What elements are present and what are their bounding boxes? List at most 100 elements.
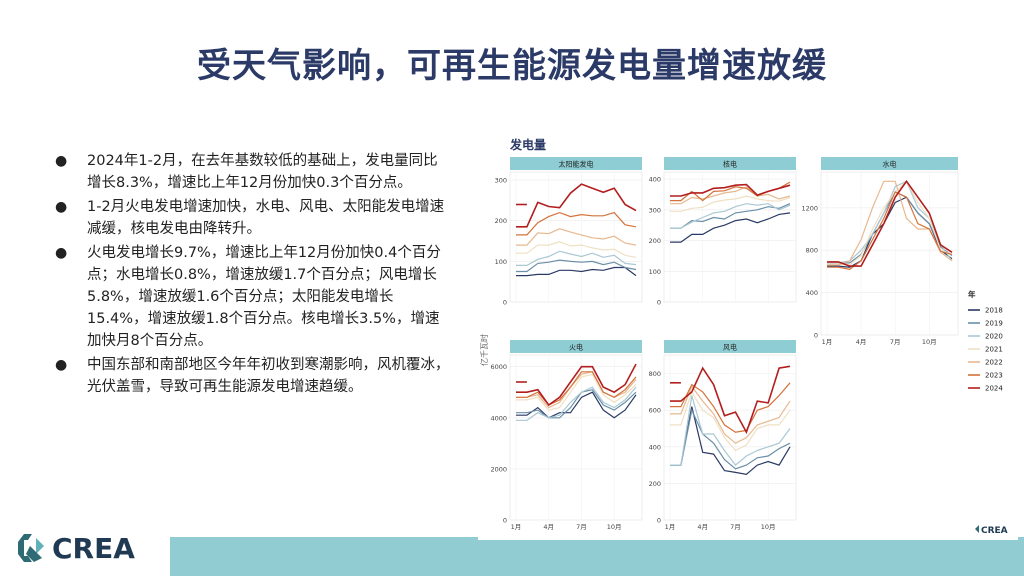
legend-label: 2023 — [985, 372, 1003, 380]
legend-label: 2018 — [985, 307, 1003, 315]
series-line-2019 — [670, 408, 791, 470]
crea-watermark-icon — [975, 525, 979, 533]
facet-strip — [664, 157, 796, 170]
bullet-item: ● 2024年1-2月，在去年基数较低的基础上，发电量同比增长8.3%，增速比上年… — [55, 150, 450, 194]
y-tick-label: 0 — [657, 517, 661, 525]
slide-title: 受天气影响，可再生能源发电量增速放缓 — [197, 46, 827, 86]
bullet-text: 2024年1-2月，在去年基数较低的基础上，发电量同比增长8.3%，增速比上年1… — [87, 153, 438, 191]
crea-logo: CREA — [18, 532, 135, 565]
series-line-2023 — [670, 382, 791, 433]
x-tick-label: 4月 — [543, 523, 554, 531]
series-line-2024 — [670, 365, 791, 435]
bullet-dot: ● — [55, 199, 68, 215]
bullet-text: 1-2月火电发电增速加快，水电、风电、太阳能发电增速减缓，核电发电由降转升。 — [87, 199, 445, 237]
facet-strip — [821, 157, 958, 170]
series-line-2020 — [670, 203, 791, 229]
series-line-2018 — [516, 391, 637, 419]
series-line-2023 — [516, 211, 637, 236]
facet-panel — [509, 171, 643, 303]
y-tick-label: 4000 — [490, 414, 507, 422]
facet-title: 太阳能发电 — [559, 160, 594, 169]
y-tick-label: 0 — [814, 332, 818, 340]
y-tick-label: 400 — [649, 443, 661, 451]
facet-title: 风电 — [723, 343, 737, 352]
y-tick-label: 400 — [649, 176, 661, 184]
x-tick-label: 10月 — [607, 523, 622, 531]
bullet-dot: ● — [55, 245, 68, 261]
series-line-2023 — [516, 371, 637, 406]
y-tick-label: 200 — [649, 480, 661, 488]
x-tick-label: 1月 — [822, 338, 833, 346]
y-tick-label: 600 — [649, 407, 661, 415]
y-tick-label: 400 — [806, 289, 818, 297]
series-line-2021 — [670, 390, 791, 452]
crea-watermark-text: CREA — [981, 526, 1008, 536]
facet-strip — [510, 157, 642, 170]
x-tick-label: 4月 — [856, 338, 867, 346]
y-tick-label: 300 — [649, 206, 661, 214]
series-line-2023 — [827, 191, 953, 270]
x-tick-label: 7月 — [890, 338, 901, 346]
y-tick-label: 800 — [649, 370, 661, 378]
x-tick-label: 1月 — [511, 523, 522, 531]
y-tick-label: 200 — [649, 237, 661, 245]
series-line-2020 — [516, 250, 637, 266]
facet-title: 核电 — [723, 160, 737, 169]
legend-label: 2019 — [985, 320, 1003, 328]
series-line-2024-full — [516, 183, 637, 228]
series-line-2024 — [827, 179, 953, 267]
series-line-2022 — [670, 186, 791, 205]
y-tick-label: 0 — [503, 517, 507, 525]
series-line-2019 — [516, 259, 637, 273]
y-tick-label: 0 — [503, 299, 507, 307]
y-tick-label: 1200 — [801, 204, 818, 212]
bullet-item: ● 中国东部和南部地区今年年初收到寒潮影响，风机覆冰，光伏盖雪，导致可再生能源发电… — [55, 354, 450, 398]
bullet-item: ● 火电发电增长9.7%，增速比上年12月份加快0.4个百分点；水电增长0.8%，… — [55, 242, 450, 352]
bullet-text: 火电发电增长9.7%，增速比上年12月份加快0.4个百分点；水电增长0.8%，增… — [87, 245, 441, 349]
bullet-dot: ● — [55, 153, 68, 169]
y-tick-label: 800 — [806, 247, 818, 255]
y-tick-label: 100 — [649, 268, 661, 276]
facet-strip — [510, 340, 642, 353]
series-line-2019 — [827, 191, 953, 264]
legend-title: 年 — [968, 289, 976, 299]
x-tick-label: 1月 — [665, 523, 676, 531]
series-line-2019 — [670, 203, 791, 229]
y-tick-label: 0 — [657, 299, 661, 307]
series-line-2019 — [516, 389, 637, 419]
x-tick-label: 10月 — [922, 338, 937, 346]
x-tick-label: 4月 — [697, 523, 708, 531]
faceted-line-chart: 发电量亿千瓦时太阳能发电1002003000核电1002003004000水电4… — [479, 137, 1008, 536]
crea-logo-icon — [18, 534, 44, 562]
legend-label: 2024 — [985, 385, 1003, 393]
legend-label: 2021 — [985, 346, 1003, 354]
bullet-list: ● 2024年1-2月，在去年基数较低的基础上，发电量同比增长8.3%，增速比上年… — [55, 150, 450, 400]
series-line-2024 — [670, 183, 791, 197]
series-line-2018 — [670, 212, 791, 243]
facet-panel — [509, 354, 643, 521]
series-line-2021 — [516, 373, 637, 411]
facet-panel — [820, 171, 959, 336]
series-line-2020 — [670, 395, 791, 466]
crea-logo-text: CREA — [52, 532, 135, 565]
facet-panel — [663, 171, 797, 303]
facet-title: 火电 — [569, 343, 583, 352]
y-tick-label: 100 — [495, 258, 507, 266]
facet-strip — [664, 340, 796, 353]
series-line-2022 — [670, 385, 791, 444]
series-line-2018 — [516, 266, 637, 277]
bullet-item: ● 1-2月火电发电增速加快，水电、风电、太阳能发电增速减缓，核电发电由降转升。 — [55, 196, 450, 240]
series-line-2021 — [670, 195, 791, 212]
y-tick-label: 2000 — [490, 465, 507, 473]
x-tick-label: 10月 — [761, 523, 776, 531]
legend-label: 2022 — [985, 359, 1003, 367]
y-tick-label: 300 — [495, 177, 507, 185]
bullet-text: 中国东部和南部地区今年年初收到寒潮影响，风机覆冰，光伏盖雪，导致可再生能源发电增… — [87, 357, 450, 395]
chart-panel: 发电量 亿千瓦时 太阳能发电 100 200 300 0 核电 100 200 300 400 0 水电 4… — [478, 135, 1018, 540]
y-tick-label: 6000 — [490, 363, 507, 371]
x-tick-label: 7月 — [576, 523, 587, 531]
y-axis-label: 亿千瓦时 — [479, 334, 489, 366]
footer-band — [170, 537, 1024, 576]
x-tick-label: 7月 — [730, 523, 741, 531]
legend-label: 2020 — [985, 333, 1003, 341]
